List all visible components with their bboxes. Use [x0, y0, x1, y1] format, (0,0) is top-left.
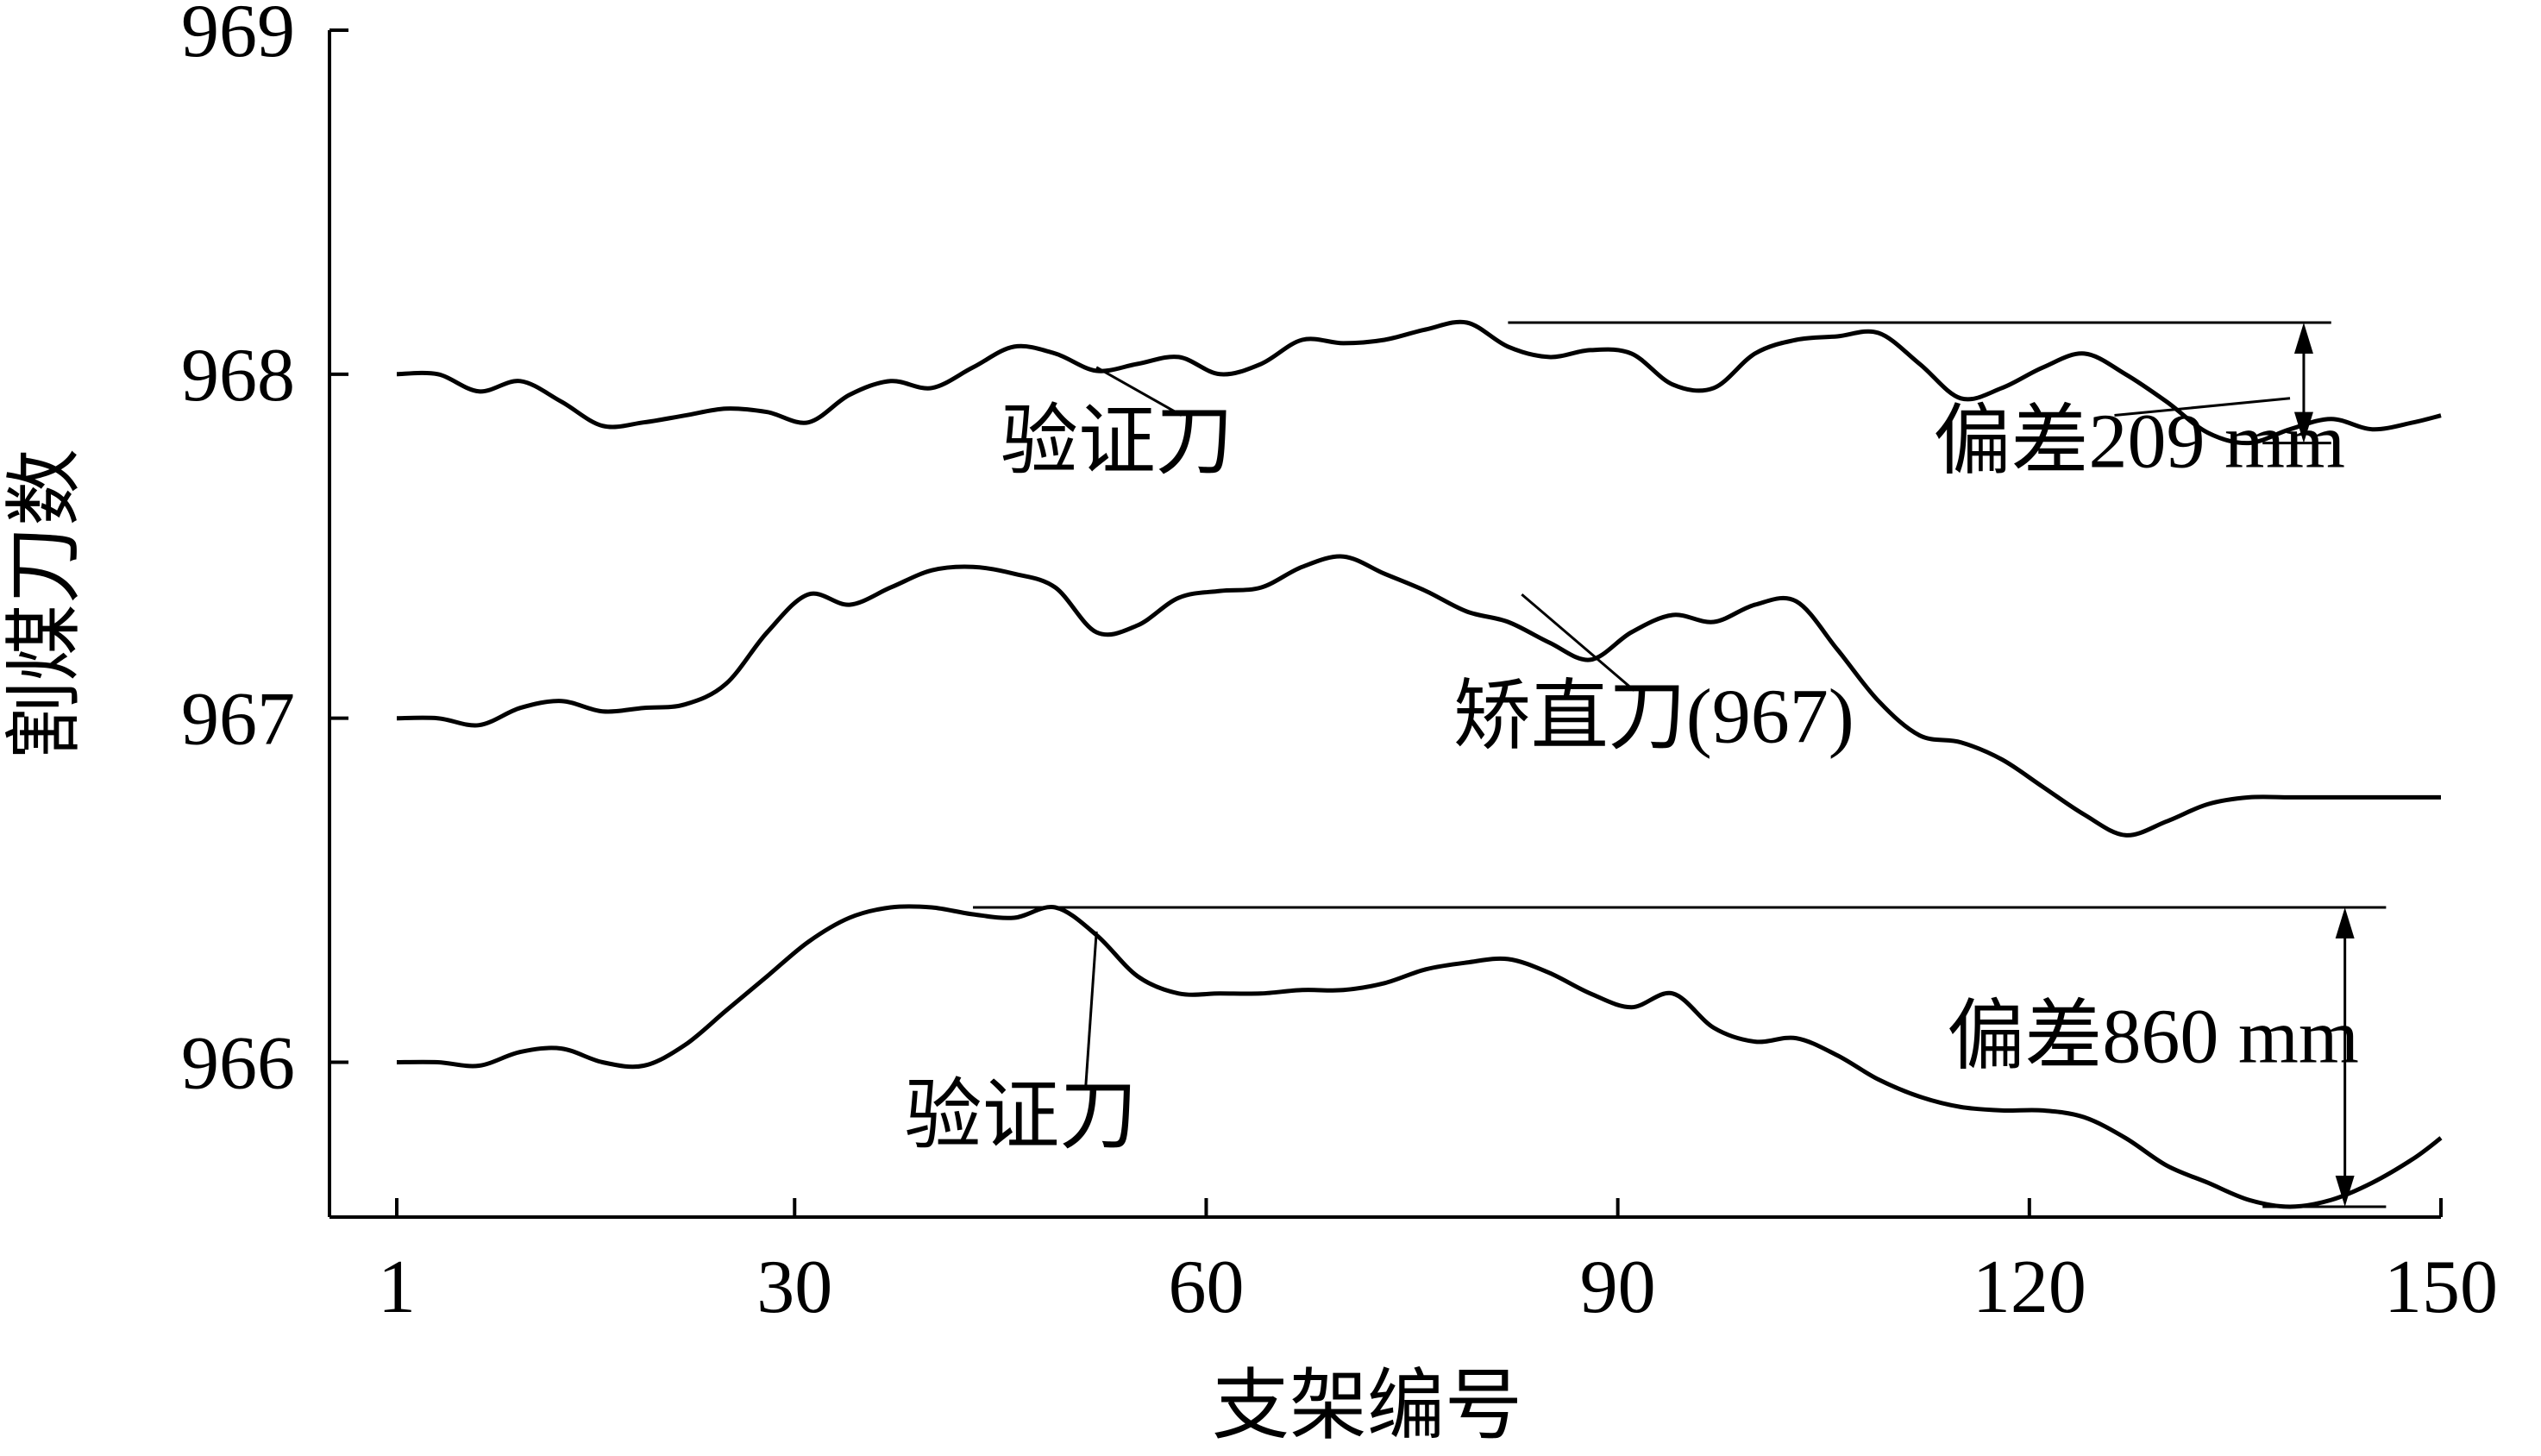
x-axis-label: 支架编号: [1212, 1364, 1522, 1449]
x-tick-label-4: 120: [1973, 1246, 2086, 1329]
annotation-label-4: 偏差860 mm: [1947, 995, 2359, 1080]
deviation-arrow-head-bottom-0: [2293, 411, 2313, 443]
deviation-arrow-head-bottom-1: [2335, 1176, 2355, 1208]
x-tick-label-1: 30: [756, 1246, 832, 1329]
axes: 1 30 60 90 120 150 966 967 968 969: [181, 0, 2498, 1329]
x-tick-label-2: 60: [1168, 1246, 1244, 1329]
x-tick-label-0: 1: [378, 1246, 416, 1329]
annotation-leader-2: [1084, 931, 1098, 1090]
annotation-leader-0: [1095, 366, 1183, 417]
series-layer: [396, 319, 2443, 1209]
annotation-label-1: 矫直刀(967): [1453, 675, 1854, 760]
y-tick-label-0: 966: [181, 1022, 295, 1106]
deviation-arrow-head-top-1: [2335, 907, 2355, 939]
series-line-0: [396, 319, 2442, 446]
x-tick-label-3: 90: [1580, 1246, 1656, 1329]
series-line-2: [396, 904, 2443, 1209]
annotation-label-3: 偏差209 mm: [1933, 399, 2345, 485]
y-axis-label: 割煤刀数: [3, 449, 88, 759]
annotation-mask-4: [1929, 988, 2324, 1084]
series-line-1: [396, 554, 2441, 838]
y-tick-label-1: 967: [181, 678, 295, 762]
annotation-label-2: 验证刀: [905, 1073, 1138, 1158]
deviation-arrow-head-top-0: [2293, 323, 2313, 355]
x-tick-label-5: 150: [2384, 1246, 2498, 1329]
annotation-leader-1: [1521, 593, 1635, 692]
annotation-label-0: 验证刀: [1001, 399, 1233, 485]
y-tick-label-2: 968: [181, 334, 295, 417]
annotation-leader-3: [2114, 397, 2291, 417]
y-tick-label-3: 969: [181, 0, 295, 73]
